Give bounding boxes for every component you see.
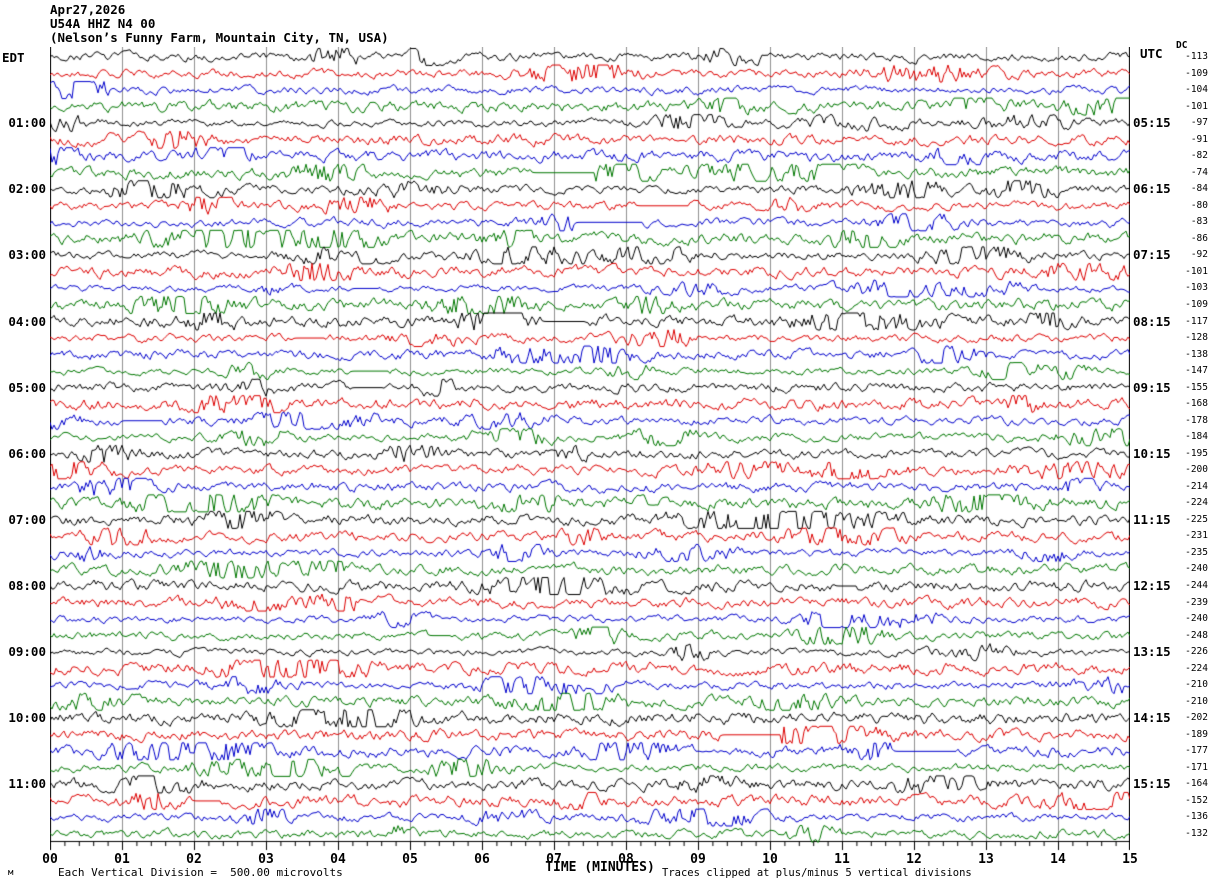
dc-offset-value: -235 — [1185, 546, 1208, 558]
clipping-note: Traces clipped at plus/minus 5 vertical … — [662, 867, 972, 879]
dc-offset-value: -101 — [1185, 265, 1208, 277]
dc-offset-value: -226 — [1185, 646, 1208, 658]
x-tick-label: 06 — [474, 852, 490, 867]
left-time-label: 05:00 — [8, 379, 46, 395]
dc-offset-value: -155 — [1185, 381, 1208, 393]
dc-offset-value: -171 — [1185, 761, 1208, 773]
dc-offset-value: -92 — [1190, 249, 1208, 261]
left-time-label: 03:00 — [8, 247, 46, 263]
x-tick-label: 09 — [690, 852, 706, 867]
dc-offset-value: -109 — [1185, 298, 1208, 310]
left-time-label: 01:00 — [8, 115, 46, 131]
dc-offset-value: -184 — [1185, 431, 1208, 443]
dc-offset-value: -210 — [1185, 679, 1208, 691]
dc-offset-value: -214 — [1185, 480, 1208, 492]
dc-offset-value: -239 — [1185, 596, 1208, 608]
dc-offset-value: -117 — [1185, 315, 1208, 327]
dc-offset-value: -109 — [1185, 67, 1208, 79]
dc-offset-value: -225 — [1185, 513, 1208, 525]
left-time-label: 11:00 — [8, 776, 46, 792]
title-location: (Nelson’s Funny Farm, Mountain City, TN,… — [50, 30, 389, 45]
dc-offset-value: -82 — [1190, 150, 1208, 162]
dc-offset-value: -177 — [1185, 745, 1208, 757]
x-axis-title: TIME (MINUTES) — [545, 860, 655, 875]
dc-offset-value: -240 — [1185, 613, 1208, 625]
left-time-label: 10:00 — [8, 710, 46, 726]
left-time-label: 04:00 — [8, 313, 46, 329]
dc-offset-value: -202 — [1185, 712, 1208, 724]
dc-offset-value: -178 — [1185, 414, 1208, 426]
left-time-label: 07:00 — [8, 511, 46, 527]
dc-offset-value: -248 — [1185, 629, 1208, 641]
corner-watermark: м — [8, 868, 14, 878]
seismogram-canvas — [50, 47, 1130, 853]
x-tick-label: 13 — [978, 852, 994, 867]
vertical-scale-note: Each Vertical Division = 500.00 microvol… — [58, 866, 343, 879]
dc-offset-value: -83 — [1190, 216, 1208, 228]
dc-offset-value: -91 — [1190, 133, 1208, 145]
dc-offset-value: -138 — [1185, 348, 1208, 360]
dc-offset-value: -224 — [1185, 662, 1208, 674]
dc-offset-value: -195 — [1185, 447, 1208, 459]
right-time-label: 10:15 — [1133, 445, 1171, 461]
dc-offset-value: -80 — [1190, 199, 1208, 211]
dc-offset-value: -84 — [1190, 183, 1208, 195]
dc-offset-value: -152 — [1185, 794, 1208, 806]
x-tick-label: 10 — [762, 852, 778, 867]
right-time-label: 11:15 — [1133, 511, 1171, 527]
right-time-label: 07:15 — [1133, 247, 1171, 263]
x-tick-label: 05 — [402, 852, 418, 867]
dc-offset-value: -200 — [1185, 464, 1208, 476]
right-time-label: 05:15 — [1133, 115, 1171, 131]
right-time-label: 12:15 — [1133, 578, 1171, 594]
x-tick-label: 08 — [618, 852, 634, 867]
dc-offset-value: -168 — [1185, 398, 1208, 410]
x-tick-label: 07 — [546, 852, 562, 867]
x-tick-label: 02 — [186, 852, 202, 867]
dc-offset-value: -86 — [1190, 232, 1208, 244]
x-tick-label: 15 — [1122, 852, 1138, 867]
dc-offset-value: -101 — [1185, 100, 1208, 112]
x-tick-label: 03 — [258, 852, 274, 867]
right-time-label: 08:15 — [1133, 313, 1171, 329]
dc-offset-value: -224 — [1185, 497, 1208, 509]
title-station: U54A HHZ N4 00 — [50, 16, 156, 31]
x-tick-label: 12 — [906, 852, 922, 867]
x-tick-label: 04 — [330, 852, 346, 867]
dc-offset-value: -189 — [1185, 728, 1208, 740]
dc-offset-value: -240 — [1185, 563, 1208, 575]
right-timezone-label: UTC — [1140, 46, 1163, 61]
dc-offset-column-header: DC — [1176, 40, 1188, 51]
dc-offset-value: -210 — [1185, 695, 1208, 707]
dc-offset-value: -74 — [1190, 166, 1208, 178]
dc-offset-value: -97 — [1190, 117, 1208, 129]
dc-offset-value: -164 — [1185, 778, 1208, 790]
dc-offset-value: -136 — [1185, 811, 1208, 823]
dc-offset-value: -244 — [1185, 580, 1208, 592]
right-time-label: 09:15 — [1133, 379, 1171, 395]
dc-offset-value: -113 — [1185, 51, 1208, 62]
dc-offset-value: -104 — [1185, 84, 1208, 96]
right-time-label: 15:15 — [1133, 776, 1171, 792]
title-date: Apr27,2026 — [50, 2, 126, 17]
seismogram-plot — [50, 47, 1130, 853]
left-time-label: 02:00 — [8, 181, 46, 197]
x-tick-label: 01 — [114, 852, 130, 867]
left-time-label: 08:00 — [8, 578, 46, 594]
right-time-label: 13:15 — [1133, 644, 1171, 660]
dc-offset-value: -132 — [1185, 828, 1208, 839]
dc-offset-value: -147 — [1185, 365, 1208, 377]
left-time-label: 09:00 — [8, 644, 46, 660]
dc-offset-value: -128 — [1185, 332, 1208, 344]
x-tick-label: 14 — [1050, 852, 1066, 867]
left-time-label: 06:00 — [8, 445, 46, 461]
x-tick-label: 00 — [42, 852, 58, 867]
right-time-label: 06:15 — [1133, 181, 1171, 197]
dc-offset-value: -103 — [1185, 282, 1208, 294]
dc-offset-value: -231 — [1185, 530, 1208, 542]
right-time-label: 14:15 — [1133, 710, 1171, 726]
left-timezone-label: EDT — [2, 50, 25, 65]
x-tick-label: 11 — [834, 852, 850, 867]
